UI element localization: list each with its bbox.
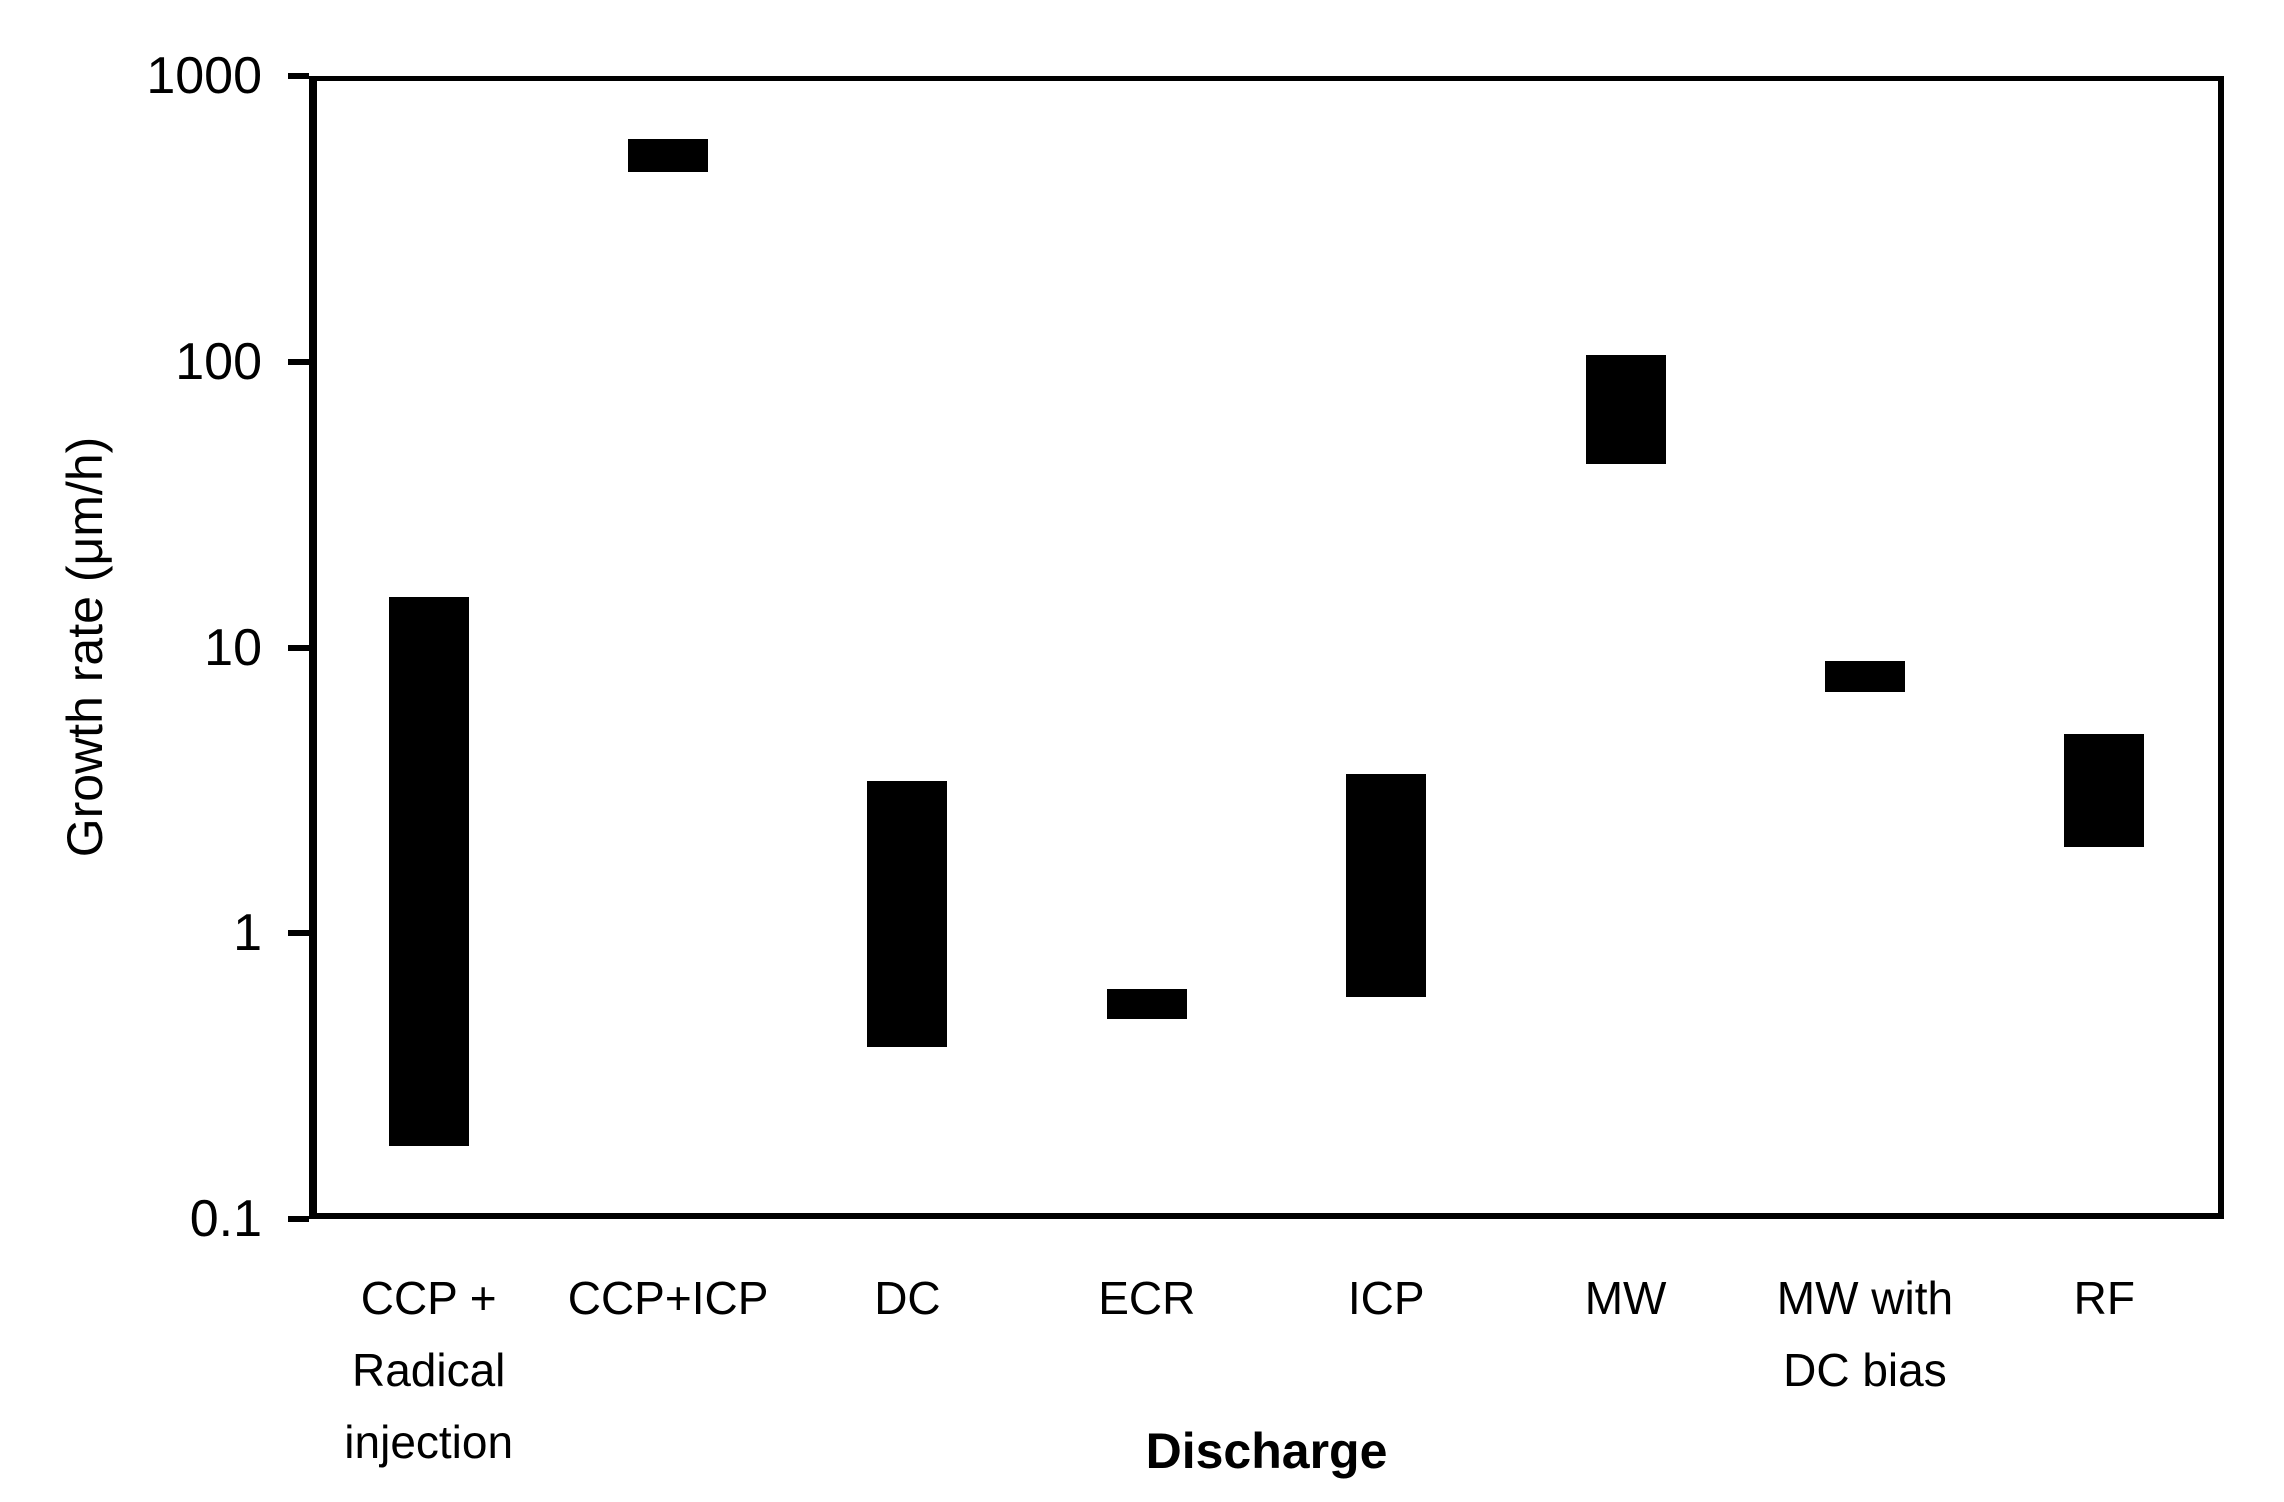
- y-tick-mark: [288, 358, 309, 365]
- range-bar-dc: [867, 781, 948, 1047]
- range-bar-mw-with-dc-bias: [1824, 660, 1905, 692]
- range-bar-rf: [2064, 733, 2145, 848]
- plot-area: [309, 76, 2224, 1219]
- y-tick-mark: [288, 73, 309, 79]
- y-tick-label: 10: [204, 618, 262, 677]
- range-bar-ecr: [1106, 988, 1187, 1020]
- x-category-label: MW: [1584, 1272, 1667, 1324]
- range-bar-mw: [1585, 354, 1666, 464]
- y-tick-mark: [288, 644, 309, 651]
- y-tick-label: 0.1: [189, 1190, 262, 1248]
- y-tick-label: 1000: [146, 47, 262, 105]
- range-bar-ccp-radical-injection: [388, 597, 469, 1147]
- range-bar-icp: [1346, 774, 1427, 997]
- y-axis-title: Growth rate (μm/h): [57, 436, 113, 858]
- y-tick-label: 1: [233, 904, 262, 963]
- x-category-label: CCP+ICP: [567, 1272, 769, 1324]
- y-tick-mark: [288, 1216, 309, 1222]
- x-category-label: MW with DC bias: [1776, 1272, 1954, 1396]
- x-category-label: ICP: [1347, 1272, 1425, 1324]
- x-category-label: ECR: [1098, 1272, 1196, 1324]
- x-axis-title: Discharge: [1145, 1423, 1388, 1479]
- y-tick-mark: [288, 930, 309, 937]
- x-category-label: DC: [874, 1272, 941, 1324]
- x-category-label: RF: [2073, 1272, 2135, 1324]
- range-bar-ccp-icp: [628, 139, 709, 173]
- x-category-label: CCP + Radical injection: [344, 1272, 514, 1468]
- y-tick-label: 100: [175, 332, 262, 391]
